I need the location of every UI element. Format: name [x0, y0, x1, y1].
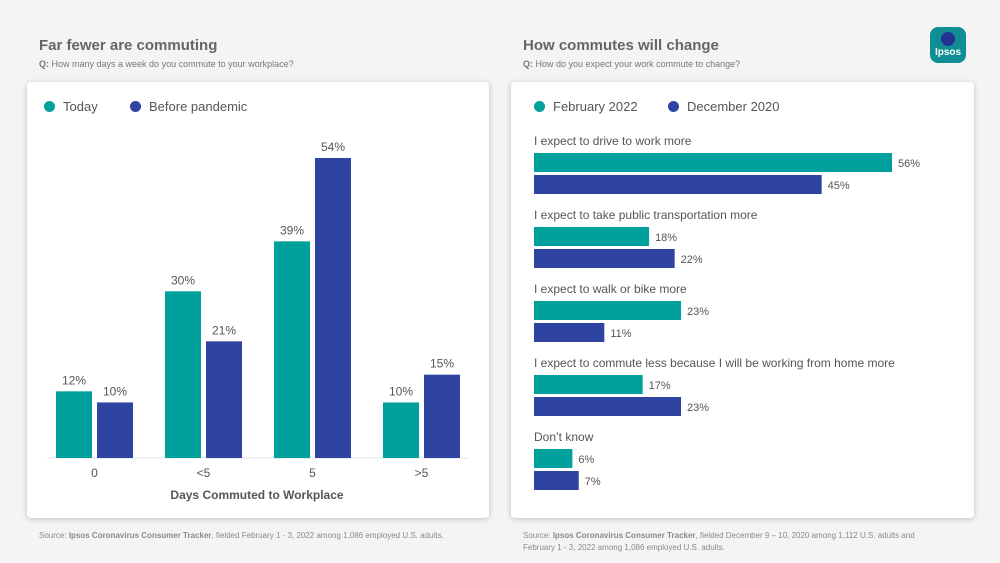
label-before-pandemic-5: 15% — [430, 357, 454, 371]
legend-feb-label: February 2022 — [553, 99, 638, 114]
left-bar-chart: Days Commuted to Workplace 12% 10% 0 30% 21%… — [47, 140, 467, 502]
label-before-pandemic-5: 54% — [321, 140, 345, 154]
left-source-name: Ipsos Coronavirus Consumer Tracker — [68, 531, 212, 540]
label-today-5: 39% — [280, 223, 304, 237]
left-question: Q: How many days a week do you commute t… — [39, 59, 294, 69]
left-source: Source: Ipsos Coronavirus Consumer Track… — [39, 530, 444, 542]
hbar-december-2020-4 — [534, 397, 682, 416]
legend-feb-swatch — [534, 101, 545, 112]
bar-before-pandemic-5 — [206, 341, 242, 458]
hbar-label-february-2022-4: 17% — [649, 380, 671, 392]
legend-dec-label: December 2020 — [687, 99, 780, 114]
hbar-label-february-2022-2: 18% — [655, 232, 677, 244]
x-tick-5: <5 — [197, 466, 211, 480]
hbar-february-2022-3 — [534, 301, 682, 320]
x-tick-5: >5 — [415, 466, 429, 480]
right-source: Source: Ipsos Coronavirus Consumer Track… — [523, 530, 915, 554]
hbar-label-february-2022-1: 56% — [898, 158, 920, 170]
label-today-5: 10% — [389, 384, 413, 398]
left-question-prefix: Q: — [39, 59, 49, 69]
hbar-label-february-2022-3: 23% — [687, 306, 709, 318]
label-today-0: 12% — [62, 373, 86, 387]
hbar-february-2022-2 — [534, 227, 650, 246]
right-source-prefix: Source: — [523, 531, 551, 540]
hbar-february-2022-4 — [534, 375, 643, 394]
hbar-label-december-2020-2: 22% — [681, 254, 703, 266]
bar-before-pandemic-5 — [315, 158, 351, 458]
left-source-rest: , fielded February 1 - 3, 2022 among 1,0… — [211, 531, 444, 540]
hbar-february-2022-1 — [534, 153, 892, 172]
right-chart-card: February 2022 December 2020 I expect to … — [511, 82, 974, 518]
category-1-label: I expect to drive to work more — [534, 134, 692, 148]
legend-december-2020: December 2020 — [668, 99, 780, 114]
category-2-label: I expect to take public transportation m… — [534, 208, 758, 222]
left-x-axis-title: Days Commuted to Workplace — [170, 488, 343, 502]
hbar-december-2020-2 — [534, 249, 675, 268]
hbar-december-2020-5 — [534, 471, 579, 490]
bar-before-pandemic-0 — [97, 402, 133, 458]
right-question: Q: How do you expect your work commute t… — [523, 59, 740, 69]
left-question-text: How many days a week do you commute to y… — [51, 59, 294, 69]
x-tick-0: 0 — [91, 466, 98, 480]
ipsos-logo: Ipsos — [930, 27, 966, 63]
category-5-label: Don’t know — [534, 430, 594, 444]
x-tick-5: 5 — [309, 466, 316, 480]
bar-today-5 — [383, 402, 419, 458]
legend-today-swatch — [44, 101, 55, 112]
legend-before-swatch — [130, 101, 141, 112]
bar-before-pandemic-5 — [424, 374, 460, 458]
hbar-label-february-2022-5: 6% — [578, 454, 594, 466]
hbar-label-december-2020-4: 23% — [687, 402, 709, 414]
hbar-label-december-2020-1: 45% — [828, 180, 850, 192]
bar-today-5 — [165, 291, 201, 458]
bar-today-0 — [56, 391, 92, 458]
logo-circle — [941, 32, 955, 46]
left-chart-card: Today Before pandemic Days Commuted to W… — [27, 82, 489, 518]
legend-february-2022: February 2022 — [534, 99, 638, 114]
left-source-prefix: Source: — [39, 531, 67, 540]
category-4-label: I expect to commute less because I will … — [534, 356, 895, 370]
left-chart-title: Far fewer are commuting — [39, 37, 218, 54]
bar-today-5 — [274, 241, 310, 458]
legend-before-pandemic: Before pandemic — [130, 99, 247, 114]
right-chart-title: How commutes will change — [523, 37, 719, 54]
hbar-february-2022-5 — [534, 449, 573, 468]
category-3-label: I expect to walk or bike more — [534, 282, 687, 296]
logo-label: Ipsos — [934, 47, 962, 58]
label-today-5: 30% — [171, 273, 195, 287]
right-bar-chart: I expect to drive to work more 56% 45% I ex… — [534, 134, 920, 490]
right-source-name: Ipsos Coronavirus Consumer Tracker — [552, 531, 696, 540]
label-before-pandemic-5: 21% — [212, 323, 236, 337]
right-source-rest: , fielded December 9 – 10, 2020 among 1,… — [695, 531, 915, 540]
right-source-line2: February 1 - 3, 2022 among 1,086 employe… — [523, 543, 725, 552]
legend-today: Today — [44, 99, 98, 114]
hbar-label-december-2020-3: 11% — [610, 328, 631, 340]
right-question-prefix: Q: — [523, 59, 533, 69]
hbar-label-december-2020-5: 7% — [585, 476, 601, 488]
right-question-text: How do you expect your work commute to c… — [535, 59, 741, 69]
hbar-december-2020-1 — [534, 175, 822, 194]
legend-today-label: Today — [63, 99, 98, 114]
hbar-december-2020-3 — [534, 323, 605, 342]
legend-dec-swatch — [668, 101, 679, 112]
legend-before-label: Before pandemic — [149, 99, 248, 114]
label-before-pandemic-0: 10% — [103, 384, 127, 398]
